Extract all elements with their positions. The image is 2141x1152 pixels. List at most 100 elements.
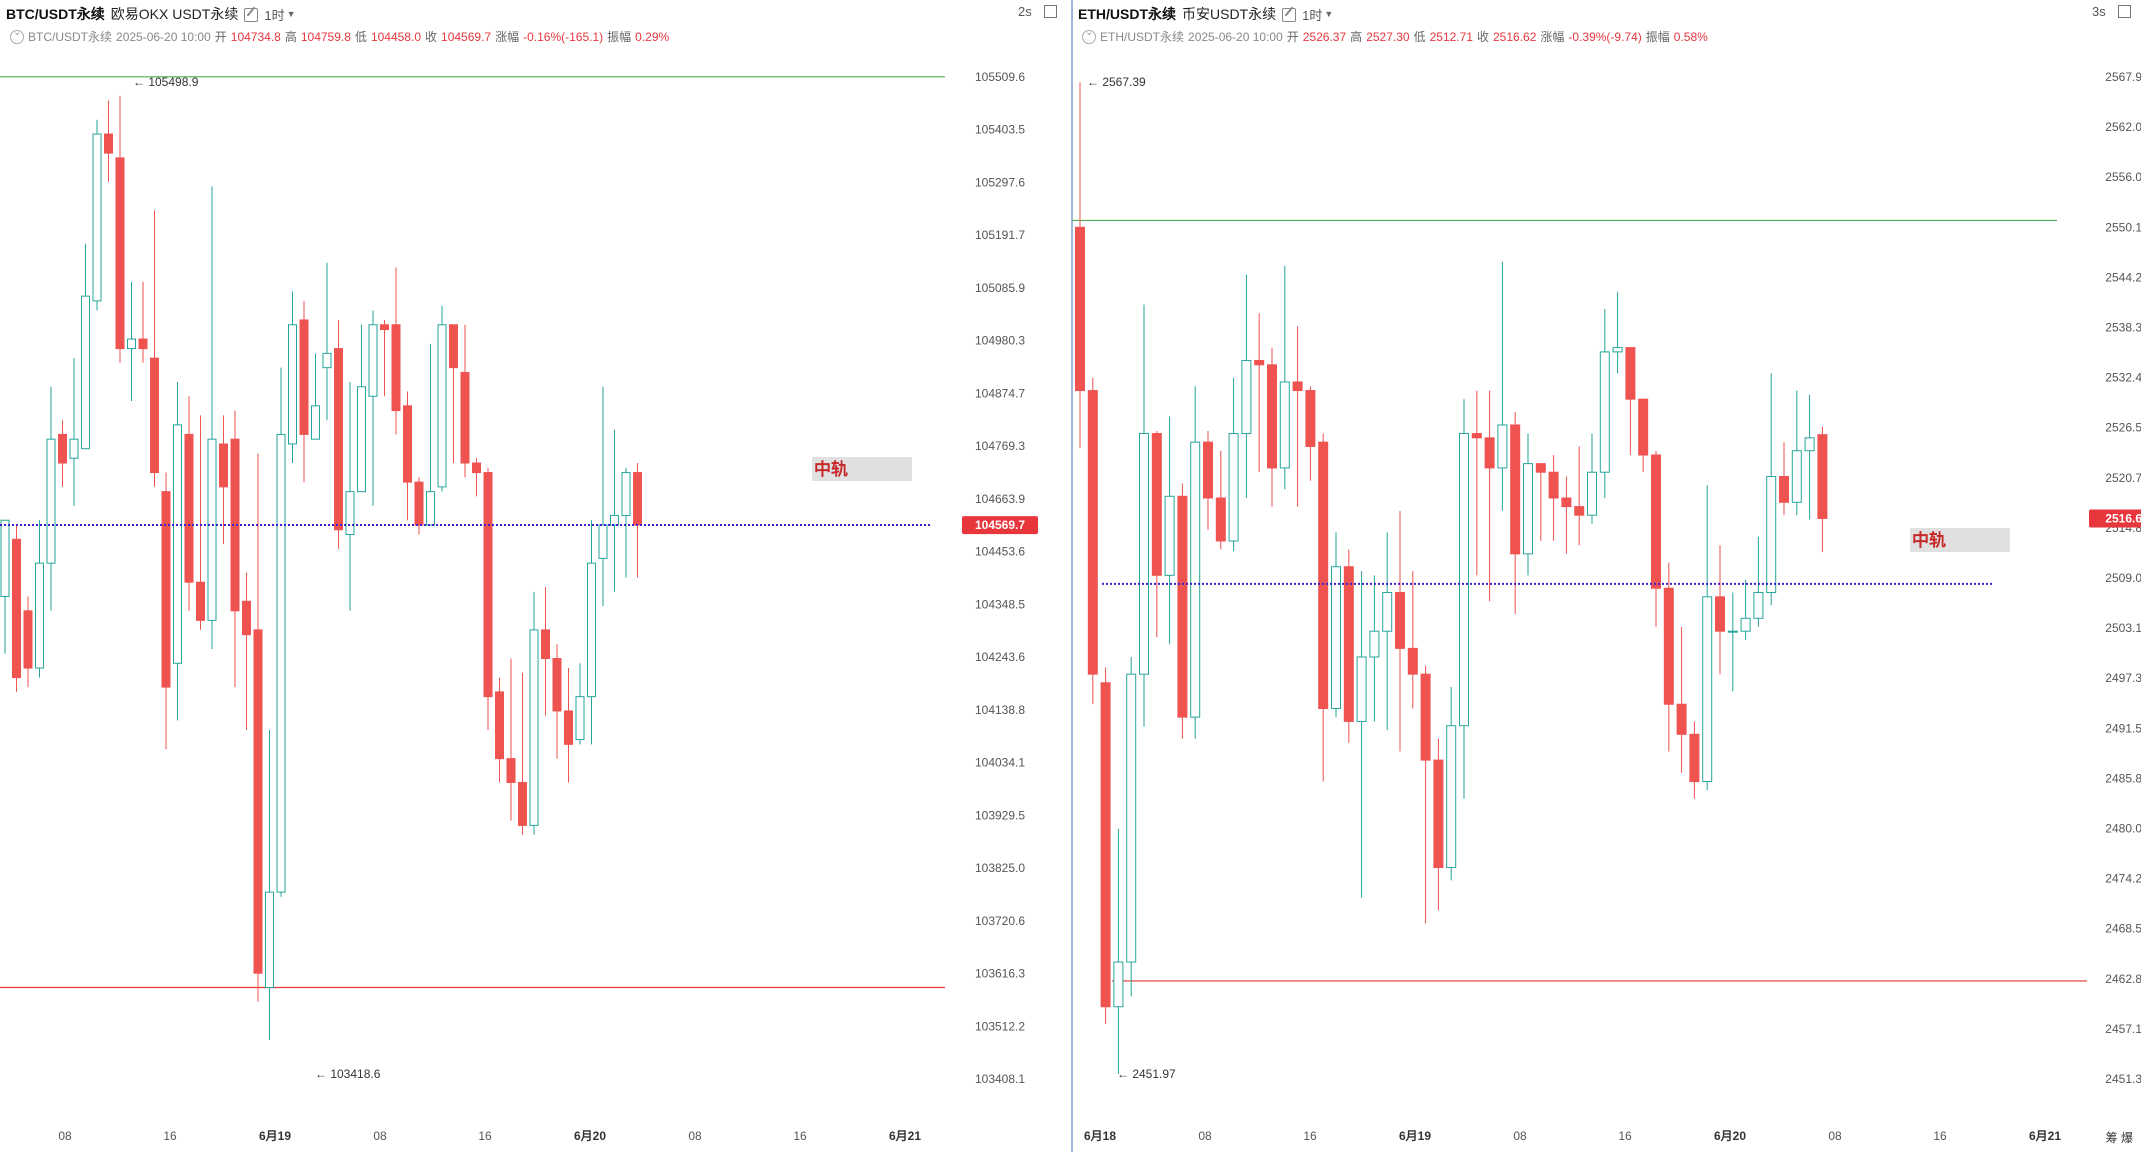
btc-candle-body[interactable] <box>58 433 67 464</box>
eth-interval-select[interactable]: 1时 <box>1302 7 1323 23</box>
eth-candle-body[interactable] <box>1523 463 1533 555</box>
eth-candle-body[interactable] <box>1075 226 1085 392</box>
eth-candle-body[interactable] <box>1574 506 1585 516</box>
eth-candle-body[interactable] <box>1369 630 1380 658</box>
eth-candle-body[interactable] <box>1113 961 1124 1008</box>
btc-candle-body[interactable] <box>426 491 435 526</box>
eth-candle-body[interactable] <box>1689 733 1700 783</box>
edit-icon[interactable] <box>244 8 259 22</box>
eth-candle-body[interactable] <box>1663 587 1674 705</box>
btc-candle-body[interactable] <box>230 438 240 612</box>
eth-candle-body[interactable] <box>1318 441 1329 710</box>
btc-candle-body[interactable] <box>23 610 33 669</box>
btc-candle-body[interactable] <box>495 691 504 760</box>
btc-candle-body[interactable] <box>575 696 585 741</box>
eth-candle-body[interactable] <box>1331 566 1341 710</box>
eth-candle-body[interactable] <box>1612 347 1623 353</box>
btc-candle-body[interactable] <box>368 324 378 397</box>
eth-candle-body[interactable] <box>1497 424 1508 469</box>
eth-candle-body[interactable] <box>1215 497 1226 542</box>
eth-chart-panel[interactable]: ETH/USDT永续 币安USDT永续 1时▼ 3s ETH/USDT永续 20… <box>1072 0 2141 1152</box>
eth-candle-body[interactable] <box>1433 759 1444 869</box>
eth-candle-body[interactable] <box>1471 433 1482 439</box>
eth-candle-body[interactable] <box>1727 630 1738 633</box>
btc-candle-body[interactable] <box>46 438 56 564</box>
btc-candle-body[interactable] <box>449 324 458 369</box>
eth-candle-body[interactable] <box>1625 347 1636 400</box>
btc-candlestick-chart[interactable]: 105509.6 105403.5 105297.6 105191.7 105085.9… <box>0 0 1072 1152</box>
eth-candle-body[interactable] <box>1164 495 1175 576</box>
btc-candle-body[interactable] <box>161 491 171 688</box>
eth-candle-body[interactable] <box>1535 463 1546 473</box>
btc-candle-body[interactable] <box>184 433 194 583</box>
btc-candle-body[interactable] <box>483 472 493 698</box>
btc-symbol[interactable]: BTC/USDT永续 <box>6 6 105 22</box>
eth-candle-body[interactable] <box>1279 381 1290 469</box>
btc-candle-body[interactable] <box>345 491 355 536</box>
btc-candle-body[interactable] <box>621 472 631 516</box>
eth-candle-body[interactable] <box>1356 656 1367 722</box>
btc-candle-body[interactable] <box>35 562 44 669</box>
btc-candle-body[interactable] <box>437 324 447 488</box>
eth-candle-body[interactable] <box>1766 476 1777 594</box>
btc-candle-body[interactable] <box>115 157 125 350</box>
eth-candle-body[interactable] <box>1510 424 1521 555</box>
eth-candle-body[interactable] <box>1599 351 1610 473</box>
eth-candle-body[interactable] <box>1087 390 1098 675</box>
corner-tools[interactable]: 筹 爆 <box>2105 1131 2133 1145</box>
eth-candle-body[interactable] <box>1676 703 1687 735</box>
eth-candle-body[interactable] <box>1484 437 1495 469</box>
btc-candle-body[interactable] <box>633 472 642 526</box>
btc-candle-body[interactable] <box>265 891 274 989</box>
collapse-icon[interactable] <box>10 27 24 44</box>
btc-candle-body[interactable] <box>311 405 320 440</box>
eth-candle-body[interactable] <box>1702 596 1713 783</box>
collapse-icon[interactable] <box>1082 27 1096 44</box>
btc-chart-panel[interactable]: BTC/USDT永续 欧易OKX USDT永续 1时▼ 2s BTC/USDT永… <box>0 0 1072 1152</box>
eth-candle-body[interactable] <box>1267 364 1277 469</box>
eth-candle-body[interactable] <box>1817 434 1828 519</box>
btc-candle-body[interactable] <box>127 338 136 350</box>
btc-candle-body[interactable] <box>598 524 608 559</box>
eth-candle-body[interactable] <box>1292 381 1303 392</box>
eth-candle-body[interactable] <box>1651 454 1661 589</box>
btc-candle-body[interactable] <box>207 438 217 621</box>
eth-candle-body[interactable] <box>1203 441 1213 499</box>
eth-candle-body[interactable] <box>1548 471 1559 499</box>
btc-candle-body[interactable] <box>92 133 102 302</box>
btc-candle-body[interactable] <box>253 629 263 974</box>
eth-candle-body[interactable] <box>1715 596 1725 632</box>
maximize-icon[interactable] <box>2117 5 2131 18</box>
chevron-down-icon[interactable]: ▼ <box>286 9 296 19</box>
eth-candle-body[interactable] <box>1139 433 1149 675</box>
eth-candle-body[interactable] <box>1561 497 1572 508</box>
btc-candle-body[interactable] <box>610 514 619 526</box>
eth-candle-body[interactable] <box>1638 398 1649 456</box>
chevron-down-icon[interactable]: ▼ <box>1324 9 1334 19</box>
btc-candle-body[interactable] <box>518 781 527 826</box>
btc-candle-body[interactable] <box>242 600 251 636</box>
btc-candle-body[interactable] <box>12 538 21 679</box>
eth-candle-body[interactable] <box>1446 725 1457 869</box>
eth-candlestick-chart[interactable]: 2567.99 2562.03 2556.09 2550.16 2544.24 2538.… <box>1072 0 2141 1152</box>
btc-candle-body[interactable] <box>380 324 389 331</box>
eth-candle-body[interactable] <box>1100 682 1111 1008</box>
btc-candle-body[interactable] <box>138 338 148 350</box>
eth-candle-body[interactable] <box>1126 673 1137 963</box>
eth-symbol[interactable]: ETH/USDT永续 <box>1078 6 1176 22</box>
btc-candle-body[interactable] <box>299 319 309 435</box>
eth-candle-body[interactable] <box>1407 647 1418 675</box>
btc-candle-body[interactable] <box>541 629 550 660</box>
eth-candle-body[interactable] <box>1740 617 1751 632</box>
eth-candle-body[interactable] <box>1241 359 1252 435</box>
eth-candle-body[interactable] <box>1151 433 1162 576</box>
btc-candle-body[interactable] <box>81 295 90 450</box>
eth-candle-body[interactable] <box>1305 390 1316 447</box>
btc-candle-body[interactable] <box>196 581 205 621</box>
btc-candle-body[interactable] <box>552 658 562 712</box>
btc-candle-body[interactable] <box>414 481 424 526</box>
eth-candle-body[interactable] <box>1587 471 1597 516</box>
eth-candle-body[interactable] <box>1420 673 1431 761</box>
btc-candle-body[interactable] <box>472 462 481 474</box>
btc-interval-select[interactable]: 1时 <box>264 7 285 23</box>
